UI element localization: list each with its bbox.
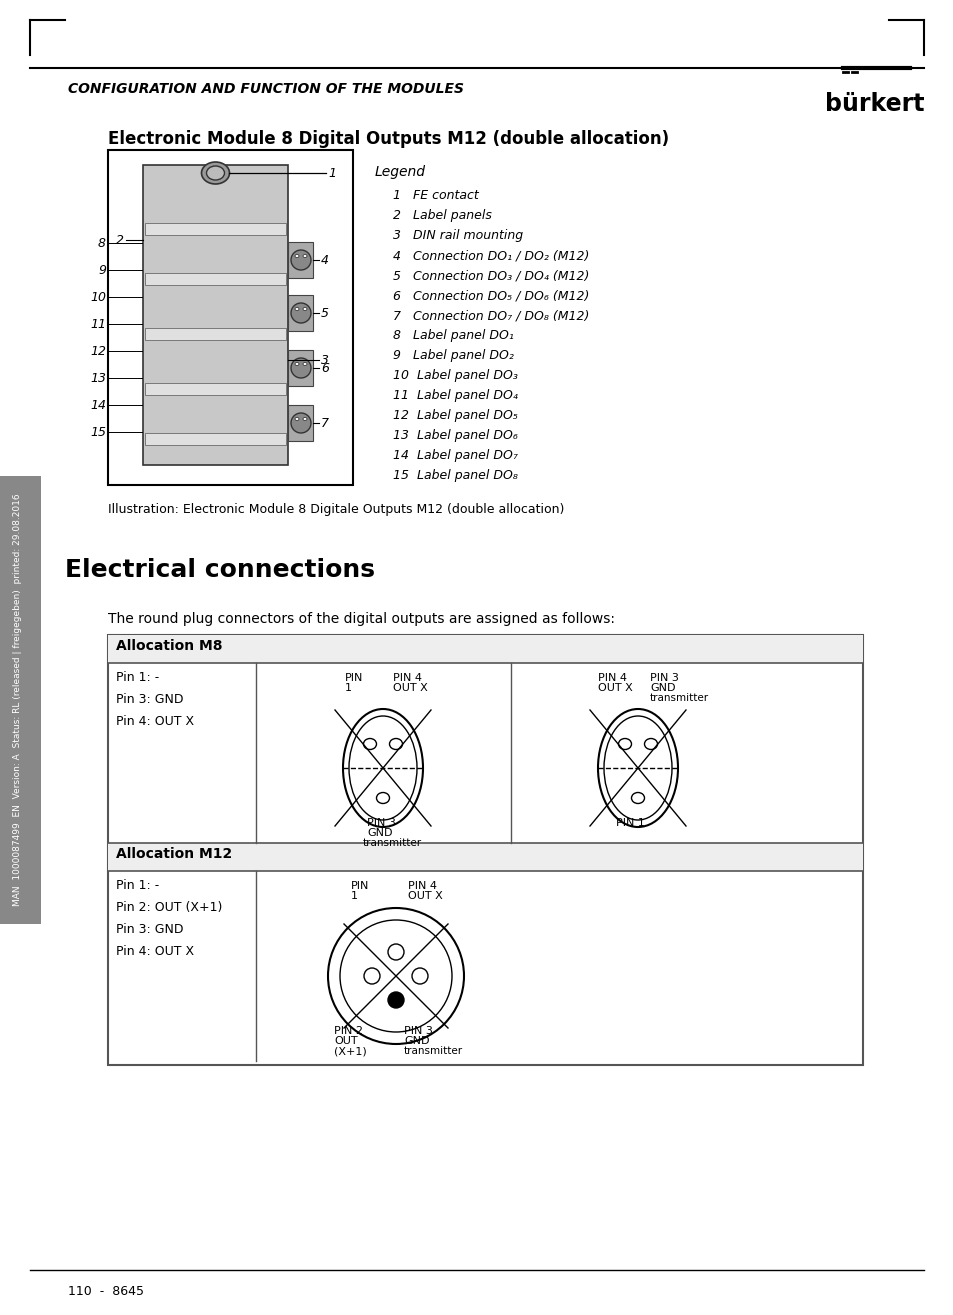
Text: Pin 1: -
Pin 3: GND
Pin 4: OUT X: Pin 1: - Pin 3: GND Pin 4: OUT X: [116, 671, 193, 729]
Bar: [288, 405, 313, 441]
Text: Electronic Module 8 Digital Outputs M12 (double allocation): Electronic Module 8 Digital Outputs M12 …: [108, 130, 668, 149]
Text: 8: 8: [98, 237, 106, 250]
Text: 110  -  8645: 110 - 8645: [68, 1285, 144, 1298]
Ellipse shape: [603, 715, 671, 821]
Text: PIN 4: PIN 4: [598, 673, 626, 682]
Text: 2: 2: [116, 234, 124, 246]
Text: 7: 7: [320, 417, 329, 430]
Bar: [108, 635, 862, 663]
Text: 7   Connection DO₇ / DO₈ (M12): 7 Connection DO₇ / DO₈ (M12): [393, 309, 589, 322]
Ellipse shape: [201, 162, 230, 184]
Bar: [145, 433, 286, 444]
Ellipse shape: [303, 255, 307, 258]
Text: 3   DIN rail mounting: 3 DIN rail mounting: [393, 229, 522, 242]
Circle shape: [388, 944, 403, 960]
Text: Illustration: Electronic Module 8 Digitale Outputs M12 (double allocation): Illustration: Electronic Module 8 Digita…: [108, 504, 564, 515]
Ellipse shape: [206, 166, 224, 180]
Text: 4: 4: [320, 254, 329, 267]
Text: GND: GND: [403, 1036, 429, 1045]
Text: 6: 6: [320, 362, 329, 375]
Text: transmitter: transmitter: [403, 1045, 462, 1056]
Bar: [108, 150, 353, 485]
Text: Allocation M12: Allocation M12: [116, 847, 232, 861]
Circle shape: [364, 968, 379, 984]
Text: 13  Label panel DO₆: 13 Label panel DO₆: [393, 429, 517, 442]
Bar: [145, 274, 286, 285]
Ellipse shape: [291, 250, 311, 270]
Text: 3: 3: [320, 354, 329, 367]
Text: PIN: PIN: [345, 673, 363, 682]
Circle shape: [339, 920, 452, 1032]
Text: PIN 4: PIN 4: [393, 673, 421, 682]
Bar: [145, 224, 286, 235]
Ellipse shape: [363, 739, 376, 750]
Ellipse shape: [291, 413, 311, 433]
Ellipse shape: [343, 709, 422, 827]
Ellipse shape: [389, 739, 402, 750]
Text: 15  Label panel DO₈: 15 Label panel DO₈: [393, 469, 517, 483]
Text: transmitter: transmitter: [649, 693, 708, 704]
Text: PIN 3: PIN 3: [649, 673, 679, 682]
Text: The round plug connectors of the digital outputs are assigned as follows:: The round plug connectors of the digital…: [108, 611, 615, 626]
Text: 4   Connection DO₁ / DO₂ (M12): 4 Connection DO₁ / DO₂ (M12): [393, 249, 589, 262]
Text: PIN: PIN: [351, 881, 369, 892]
Text: 1: 1: [345, 682, 352, 693]
Text: 12: 12: [90, 345, 106, 358]
Bar: [145, 327, 286, 341]
Circle shape: [328, 907, 463, 1044]
Text: 1   FE contact: 1 FE contact: [393, 189, 478, 203]
Text: 11: 11: [90, 317, 106, 330]
Text: Pin 1: -
Pin 2: OUT (X+1)
Pin 3: GND
Pin 4: OUT X: Pin 1: - Pin 2: OUT (X+1) Pin 3: GND Pin…: [116, 878, 222, 959]
Text: 1: 1: [351, 892, 357, 901]
Text: 1: 1: [328, 167, 335, 180]
Text: 11  Label panel DO₄: 11 Label panel DO₄: [393, 389, 517, 402]
Ellipse shape: [294, 363, 298, 366]
Ellipse shape: [631, 793, 644, 803]
Ellipse shape: [291, 302, 311, 323]
Text: 9   Label panel DO₂: 9 Label panel DO₂: [393, 348, 514, 362]
Text: 10  Label panel DO₃: 10 Label panel DO₃: [393, 370, 517, 381]
Text: 14  Label panel DO₇: 14 Label panel DO₇: [393, 448, 517, 462]
Ellipse shape: [294, 255, 298, 258]
Text: Electrical connections: Electrical connections: [65, 558, 375, 583]
Text: 14: 14: [90, 398, 106, 412]
Ellipse shape: [303, 308, 307, 310]
Text: OUT X: OUT X: [408, 892, 442, 901]
Text: OUT: OUT: [334, 1036, 357, 1045]
Bar: [108, 635, 862, 1065]
Ellipse shape: [303, 363, 307, 366]
Bar: [145, 383, 286, 394]
Text: OUT X: OUT X: [598, 682, 632, 693]
Bar: [288, 350, 313, 387]
Bar: [108, 843, 862, 871]
Text: CONFIGURATION AND FUNCTION OF THE MODULES: CONFIGURATION AND FUNCTION OF THE MODULE…: [68, 82, 463, 96]
Text: GND: GND: [367, 828, 392, 838]
Circle shape: [412, 968, 428, 984]
Circle shape: [388, 992, 403, 1009]
Text: 5   Connection DO₃ / DO₄ (M12): 5 Connection DO₃ / DO₄ (M12): [393, 270, 589, 281]
Text: PIN 1: PIN 1: [616, 818, 644, 828]
Ellipse shape: [303, 417, 307, 421]
Text: PIN 3: PIN 3: [367, 818, 395, 828]
Bar: [143, 164, 288, 466]
Text: OUT X: OUT X: [393, 682, 427, 693]
Ellipse shape: [618, 739, 631, 750]
Text: GND: GND: [649, 682, 675, 693]
Ellipse shape: [291, 358, 311, 377]
Ellipse shape: [349, 715, 416, 821]
Text: PIN 2: PIN 2: [334, 1026, 363, 1036]
Text: bürkert: bürkert: [824, 92, 923, 116]
Text: 9: 9: [98, 263, 106, 276]
Text: (X+1): (X+1): [334, 1045, 366, 1056]
Bar: [288, 242, 313, 277]
Text: 6   Connection DO₅ / DO₆ (M12): 6 Connection DO₅ / DO₆ (M12): [393, 289, 589, 302]
Ellipse shape: [598, 709, 678, 827]
Ellipse shape: [294, 308, 298, 310]
Text: 13: 13: [90, 372, 106, 384]
Text: 5: 5: [320, 306, 329, 320]
Text: PIN 3: PIN 3: [403, 1026, 433, 1036]
Text: MAN  1000087499  EN  Version: A  Status: RL (released | freigegeben)  printed: 2: MAN 1000087499 EN Version: A Status: RL …: [13, 493, 23, 906]
Text: 10: 10: [90, 291, 106, 304]
Text: PIN 4: PIN 4: [408, 881, 436, 892]
Text: Allocation M8: Allocation M8: [116, 639, 222, 654]
